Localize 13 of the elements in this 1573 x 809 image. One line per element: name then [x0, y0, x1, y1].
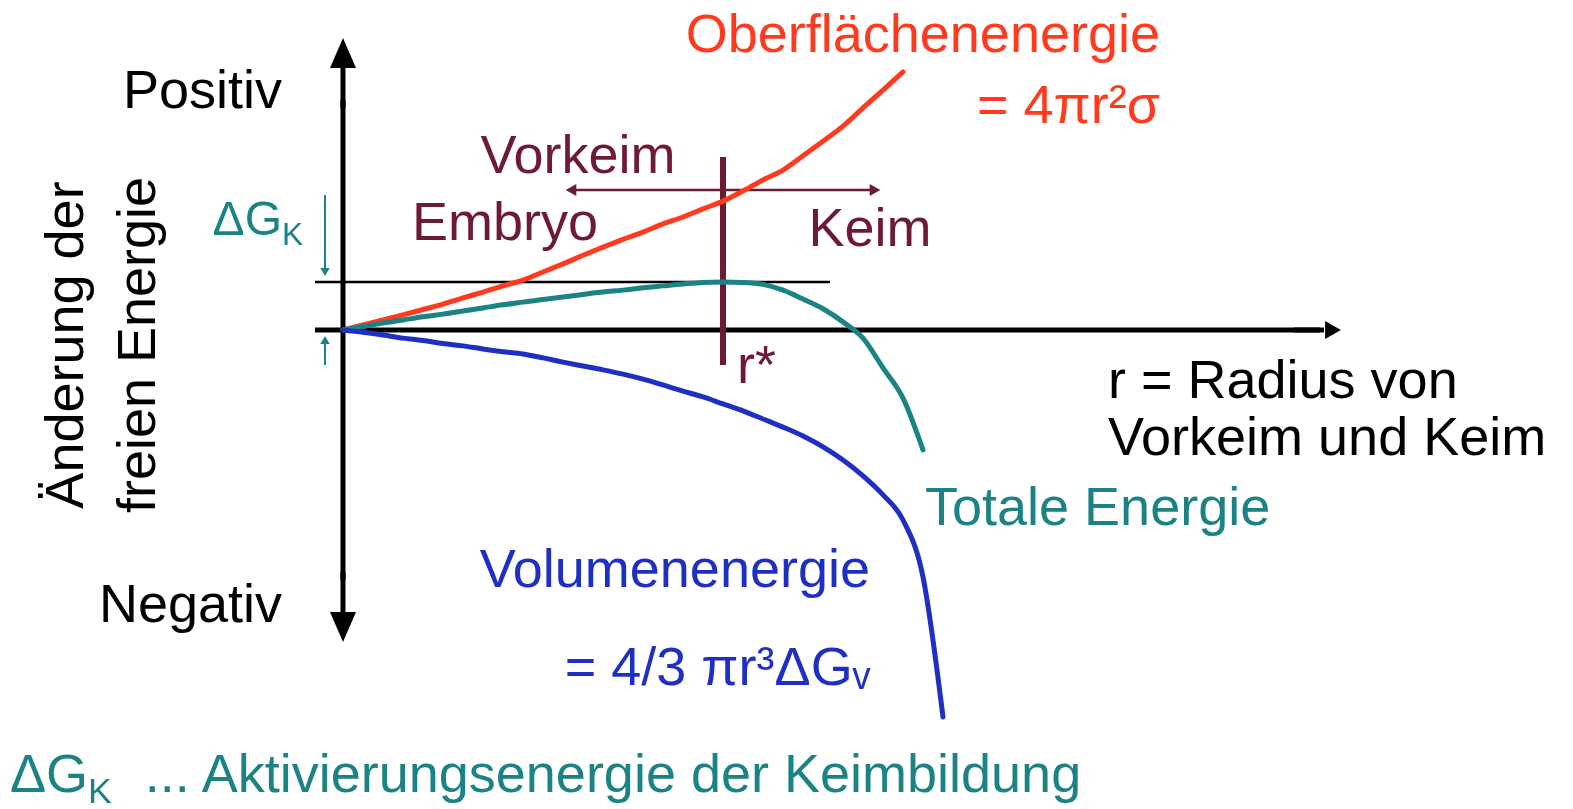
x-axis-title: r = Radius von Vorkeim und Keim	[1108, 349, 1547, 466]
series-label: Totale Energie	[925, 476, 1271, 536]
annotation: r*	[737, 334, 776, 394]
annotation: Keim	[808, 197, 932, 257]
series-label: Oberflächenenergie	[685, 3, 1160, 63]
annotation: Embryo	[411, 191, 599, 251]
annotation: = 4/3 πr³ΔGᵥ	[564, 636, 871, 696]
series-label: Volumenenergie	[479, 538, 870, 598]
annotation: Vorkeim	[480, 124, 676, 184]
y-axis-title: Änderung der freien Energie	[34, 176, 166, 514]
text: Positiv	[122, 59, 282, 119]
text: = 4πr²σ	[976, 74, 1160, 134]
text: Negativ	[98, 573, 282, 633]
